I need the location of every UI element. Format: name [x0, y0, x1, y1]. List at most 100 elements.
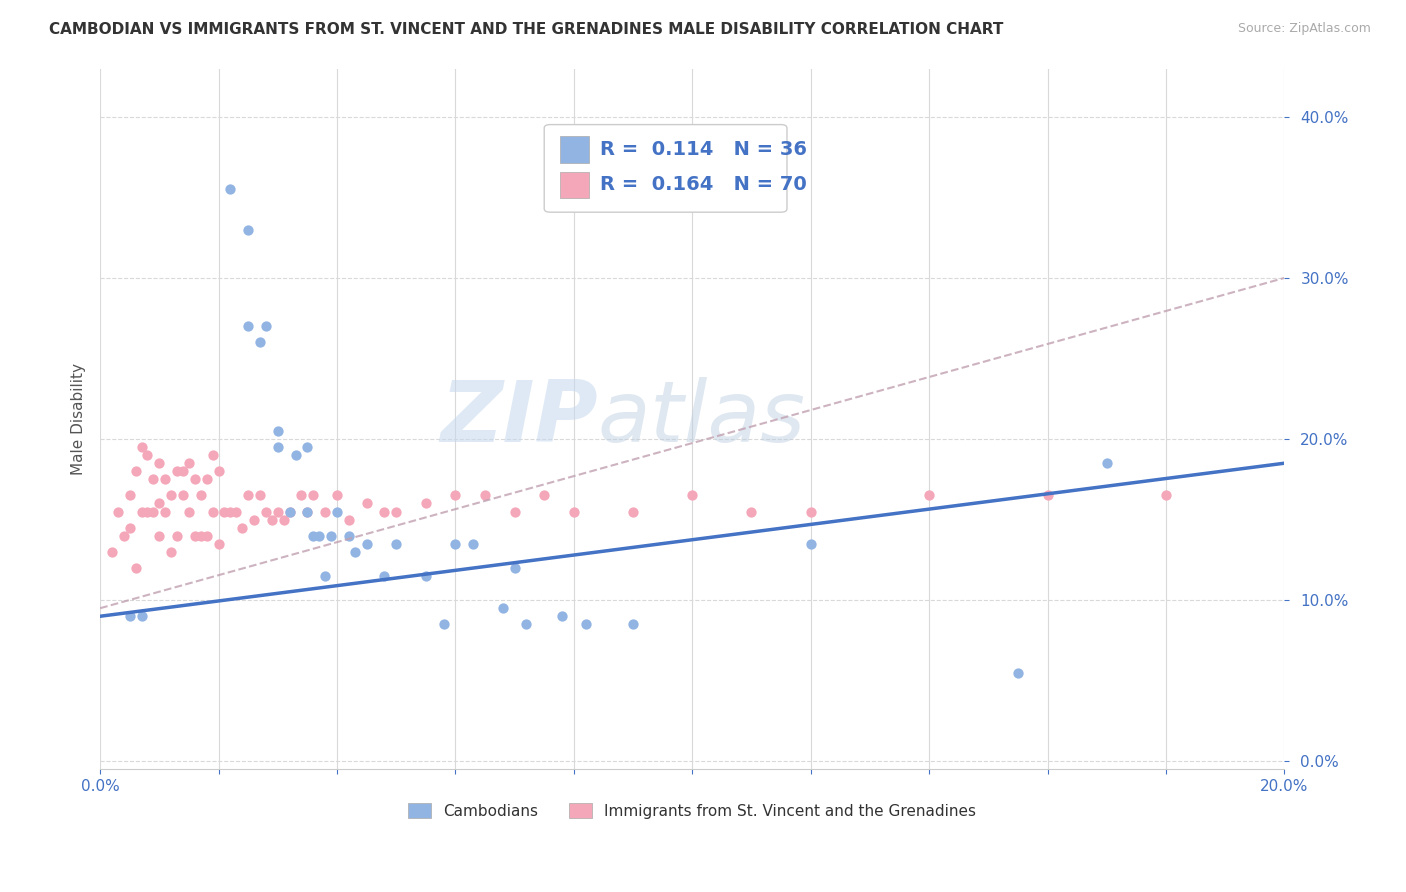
Point [195, 472, 218, 486]
Point [1154, 488, 1177, 502]
Point [551, 609, 574, 624]
Point [415, 569, 437, 583]
Point [1095, 456, 1118, 470]
Point [254, 319, 277, 334]
Point [195, 529, 218, 543]
Point [385, 504, 408, 518]
Point [373, 569, 395, 583]
Point [207, 537, 229, 551]
Point [302, 488, 325, 502]
Point [681, 488, 703, 502]
Legend: Cambodians, Immigrants from St. Vincent and the Grenadines: Cambodians, Immigrants from St. Vincent … [402, 797, 983, 825]
Point [290, 488, 312, 502]
Point [148, 496, 170, 510]
Point [177, 504, 200, 518]
Point [337, 513, 360, 527]
Point [136, 504, 159, 518]
Point [190, 529, 212, 543]
Point [326, 488, 349, 502]
Point [267, 440, 290, 454]
Point [463, 537, 485, 551]
Point [236, 319, 259, 334]
Point [373, 504, 395, 518]
Point [172, 488, 194, 502]
Point [112, 529, 135, 543]
Point [225, 504, 247, 518]
Point [166, 529, 188, 543]
Point [621, 617, 644, 632]
Point [118, 609, 141, 624]
Point [356, 537, 378, 551]
Point [160, 488, 183, 502]
Point [444, 488, 467, 502]
Point [118, 488, 141, 502]
Text: ZIP: ZIP [440, 377, 598, 460]
Point [278, 504, 301, 518]
Point [267, 424, 290, 438]
Point [918, 488, 941, 502]
Point [148, 529, 170, 543]
Point [503, 561, 526, 575]
Point [142, 472, 165, 486]
Point [131, 440, 153, 454]
Text: Source: ZipAtlas.com: Source: ZipAtlas.com [1237, 22, 1371, 36]
Point [107, 504, 129, 518]
Point [503, 504, 526, 518]
Point [124, 561, 146, 575]
Point [314, 504, 336, 518]
Point [184, 472, 207, 486]
Point [166, 464, 188, 478]
Point [249, 335, 271, 350]
Point [118, 521, 141, 535]
Point [160, 545, 183, 559]
Point [297, 440, 319, 454]
Point [343, 545, 366, 559]
Point [297, 504, 319, 518]
Point [219, 182, 242, 196]
Point [297, 504, 319, 518]
Point [101, 545, 124, 559]
Point [533, 488, 555, 502]
Point [800, 537, 823, 551]
Point [621, 504, 644, 518]
Point [155, 472, 177, 486]
Point [273, 513, 295, 527]
Point [314, 569, 336, 583]
Text: R =  0.164   N = 70: R = 0.164 N = 70 [600, 176, 807, 194]
Point [131, 609, 153, 624]
Point [236, 488, 259, 502]
Point [302, 529, 325, 543]
Point [432, 617, 454, 632]
Point [415, 496, 437, 510]
Point [474, 488, 496, 502]
Point [136, 448, 159, 462]
Text: atlas: atlas [598, 377, 806, 460]
Point [562, 504, 585, 518]
Point [236, 222, 259, 236]
Point [385, 537, 408, 551]
Point [267, 504, 290, 518]
Point [155, 504, 177, 518]
FancyBboxPatch shape [560, 136, 589, 163]
Point [444, 537, 467, 551]
Point [177, 456, 200, 470]
Y-axis label: Male Disability: Male Disability [72, 363, 86, 475]
Point [201, 504, 224, 518]
Point [172, 464, 194, 478]
Point [326, 504, 349, 518]
Point [1036, 488, 1059, 502]
Point [207, 464, 229, 478]
Point [131, 504, 153, 518]
Point [142, 504, 165, 518]
Point [278, 504, 301, 518]
Point [284, 448, 307, 462]
Point [492, 601, 515, 615]
Point [356, 496, 378, 510]
Point [124, 464, 146, 478]
Point [190, 488, 212, 502]
Point [243, 513, 266, 527]
FancyBboxPatch shape [560, 171, 589, 198]
Point [800, 504, 823, 518]
Point [231, 521, 253, 535]
Text: R =  0.114   N = 36: R = 0.114 N = 36 [600, 140, 807, 160]
